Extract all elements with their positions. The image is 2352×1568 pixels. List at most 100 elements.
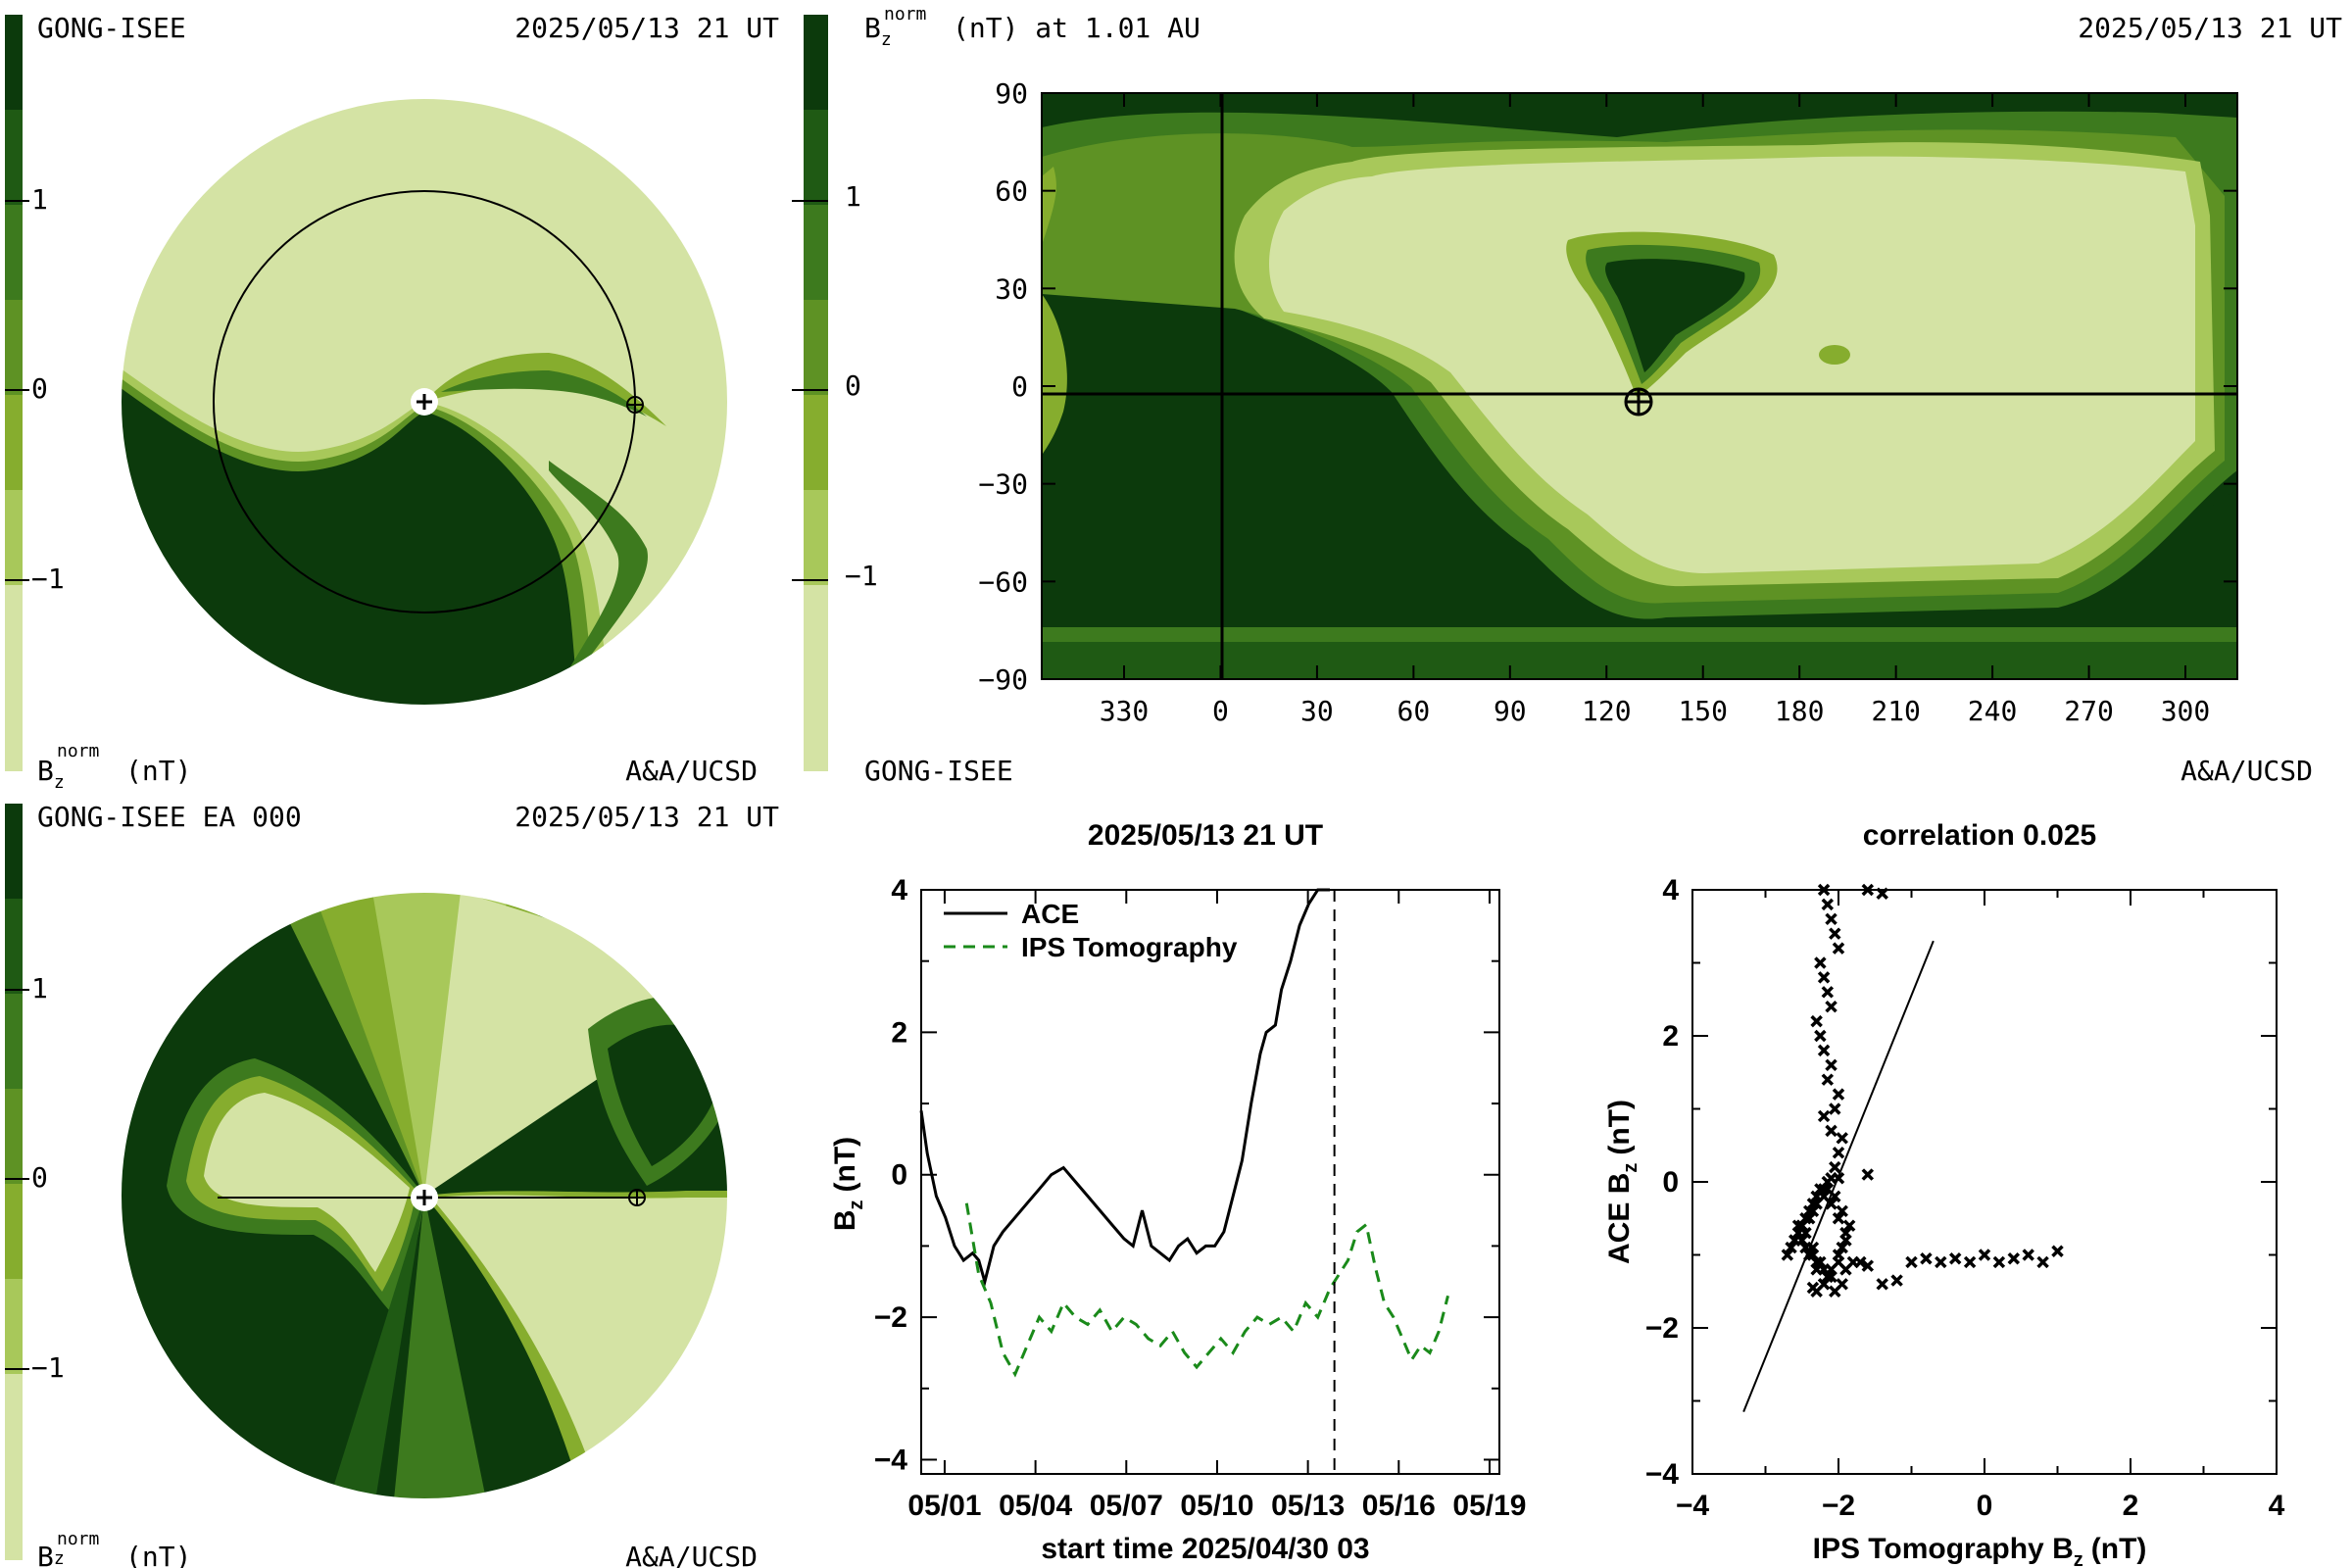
scatter-point xyxy=(1861,1168,1875,1181)
panel-title-date: 2025/05/13 21 UT xyxy=(514,12,779,44)
scatter-point xyxy=(1821,1175,1835,1189)
scatter-point xyxy=(1920,1251,1933,1265)
credit-label: A&A/UCSD xyxy=(625,755,758,787)
scatter-point xyxy=(1825,1124,1838,1138)
map-credit-left: GONG-ISEE xyxy=(864,755,1013,787)
scatter-point xyxy=(1963,1255,1977,1269)
scatter-frame xyxy=(1691,889,2278,1475)
sc-xtick-label: 0 xyxy=(1977,1490,1993,1522)
colorbar-tick-0: 0 xyxy=(31,372,48,405)
scatter-point xyxy=(1821,1073,1835,1086)
scatter-point xyxy=(1825,1058,1838,1072)
scatter-point xyxy=(1817,971,1831,984)
ts-xtick-label: 05/04 xyxy=(999,1490,1072,1522)
sc-ytick-label: 2 xyxy=(1662,1020,1679,1053)
scatter-point xyxy=(2036,1255,2049,1269)
ts-xtick-label: 05/19 xyxy=(1452,1490,1526,1522)
scatter-point xyxy=(1814,956,1827,969)
scatter-point xyxy=(1810,1190,1823,1203)
scatter-point xyxy=(1829,1102,1841,1115)
map-credit-right: A&A/UCSD xyxy=(2180,755,2313,787)
map-ytick-label: 30 xyxy=(995,272,1028,305)
sun-marker xyxy=(411,1184,438,1211)
colorbar-unit: (nT) xyxy=(125,755,191,787)
colorbar-unit-label: Bz xyxy=(37,755,65,793)
scatter-point xyxy=(1814,1255,1827,1269)
colorbar-top-left xyxy=(5,15,29,771)
map-xtick-label: 180 xyxy=(1775,695,1825,727)
sc-xtick-label: 4 xyxy=(2269,1490,2285,1522)
map-xtick-label: 0 xyxy=(1212,695,1229,727)
map-xtick-label: 210 xyxy=(1871,695,1921,727)
ts-xtick-label: 05/13 xyxy=(1271,1490,1345,1522)
legend-ips-label: IPS Tomography xyxy=(1021,932,1238,962)
scatter-point xyxy=(1829,1190,1841,1203)
map-xtick-label: 30 xyxy=(1300,695,1334,727)
scatter-point xyxy=(1806,1281,1820,1295)
scatter-point xyxy=(1832,942,1845,955)
scatter-point xyxy=(1802,1204,1816,1218)
scatter-point xyxy=(1810,1014,1823,1028)
scatter-point xyxy=(1821,1270,1835,1284)
earth-marker xyxy=(626,396,644,414)
ts-ytick-label: 2 xyxy=(891,1016,907,1049)
colorbar-unit-sup: norm xyxy=(57,1529,99,1549)
scatter-point xyxy=(1781,1249,1794,1261)
scatter-point xyxy=(1876,1278,1888,1291)
panel-top-left: 1 0 −1 GONG-ISEE 2025/05/13 21 UT xyxy=(5,12,779,793)
scatter-point xyxy=(1825,1000,1838,1013)
scatter-point xyxy=(1861,1259,1875,1272)
map-xtick-label: 300 xyxy=(2161,695,2211,727)
timeseries-legend: ACE IPS Tomography xyxy=(944,899,1238,962)
panel-title-date: 2025/05/13 21 UT xyxy=(514,801,779,833)
panel-title-left: GONG-ISEE EA 000 xyxy=(37,801,302,833)
colorbar-tick-0: 0 xyxy=(845,369,861,402)
scatter-point xyxy=(1829,927,1841,940)
scatter-points xyxy=(1781,883,2064,1298)
panel-title-left: GONG-ISEE xyxy=(37,12,186,44)
timeseries-xlabel: start time 2025/04/30 03 xyxy=(1041,1533,1369,1565)
ts-ytick-label: 0 xyxy=(891,1159,907,1192)
map-ytick-label: 90 xyxy=(995,77,1028,110)
sc-xtick-label: −2 xyxy=(1822,1490,1855,1522)
ts-xtick-label: 05/07 xyxy=(1090,1490,1163,1522)
scatter-point xyxy=(1829,1160,1841,1174)
ts-xtick-label: 05/10 xyxy=(1180,1490,1253,1522)
scatter-point xyxy=(1832,1212,1845,1225)
panel-scatter: correlation 0.025 −4 −2 0 2 4 4 2 0 −2 −4 ACE Bz(… xyxy=(1603,819,2285,1568)
map-title-sup: norm xyxy=(884,4,926,24)
scatter-point xyxy=(1842,1219,1856,1232)
scatter-point xyxy=(1806,1241,1820,1254)
map-xtick-label: 150 xyxy=(1678,695,1728,727)
scatter-point xyxy=(1978,1249,1991,1261)
map-xtick-label: 270 xyxy=(2064,695,2114,727)
map-xtick-label: 60 xyxy=(1397,695,1431,727)
scatter-point xyxy=(1795,1234,1808,1247)
colorbar-unit-sup: norm xyxy=(57,741,99,761)
map-ytick-label: −90 xyxy=(978,663,1028,696)
credit-label: A&A/UCSD xyxy=(625,1541,758,1568)
timeseries-axis-ticks: 05/01 05/04 05/07 05/10 05/13 05/16 05/19 4 2 0 −2… xyxy=(874,874,1527,1522)
synoptic-map xyxy=(1042,93,2237,679)
scatter-point xyxy=(1992,1255,2006,1269)
ts-xtick-label: 05/01 xyxy=(907,1490,981,1522)
scatter-point xyxy=(1802,1249,1816,1261)
legend-ace-label: ACE xyxy=(1021,899,1079,929)
colorbar-tick-1: 1 xyxy=(31,183,48,216)
scatter-point xyxy=(2051,1245,2064,1258)
scatter-point xyxy=(1832,1172,1845,1185)
sc-ytick-label: 4 xyxy=(1662,874,1679,906)
colorbar-tick-1: 1 xyxy=(845,180,861,213)
scatter-point xyxy=(1785,1241,1797,1254)
scatter-point xyxy=(1821,986,1835,999)
map-xtick-label: 330 xyxy=(1100,695,1150,727)
map-earth-marker xyxy=(1624,387,1653,416)
map-axis-ticks: 330 0 30 60 90 120 150 180 210 240 270 3009060300−3… xyxy=(978,77,2237,727)
map-ytick-label: −60 xyxy=(978,565,1028,598)
solar-wind-disk-meridional xyxy=(121,892,728,1499)
ts-ytick-label: 4 xyxy=(891,874,907,906)
scatter-point xyxy=(1861,883,1875,897)
map-xtick-label: 120 xyxy=(1582,695,1632,727)
map-date: 2025/05/13 21 UT xyxy=(2078,12,2342,44)
